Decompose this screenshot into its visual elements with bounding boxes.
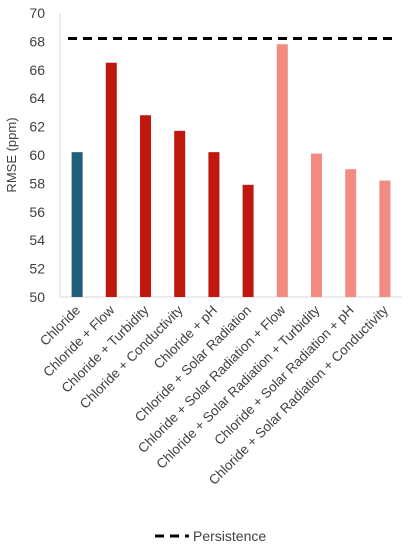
legend-persistence-label: Persistence	[193, 528, 266, 544]
y-axis-title: RMSE (ppm)	[4, 117, 19, 192]
y-tick-label: 56	[29, 204, 45, 220]
bar	[71, 152, 83, 297]
y-tick-label: 50	[29, 289, 45, 305]
bar	[174, 130, 186, 297]
y-tick-label: 62	[29, 119, 45, 135]
bar	[379, 180, 391, 297]
bars	[71, 44, 391, 298]
bar	[242, 184, 254, 297]
bar	[208, 152, 220, 297]
y-tick-label: 54	[29, 232, 45, 248]
bar	[140, 115, 151, 298]
bar	[105, 62, 117, 298]
legend: Persistence	[155, 528, 266, 544]
bar	[311, 153, 322, 297]
y-tick-label: 64	[29, 90, 45, 106]
axes	[59, 13, 402, 298]
y-tick-label: 52	[29, 261, 45, 277]
bar	[345, 169, 357, 297]
y-tick-label: 68	[29, 33, 45, 49]
bar	[276, 44, 288, 297]
y-tick-label: 60	[29, 147, 45, 163]
y-tick-label: 70	[29, 5, 45, 21]
y-tick-label: 58	[29, 175, 45, 191]
y-tick-label: 66	[29, 62, 45, 78]
